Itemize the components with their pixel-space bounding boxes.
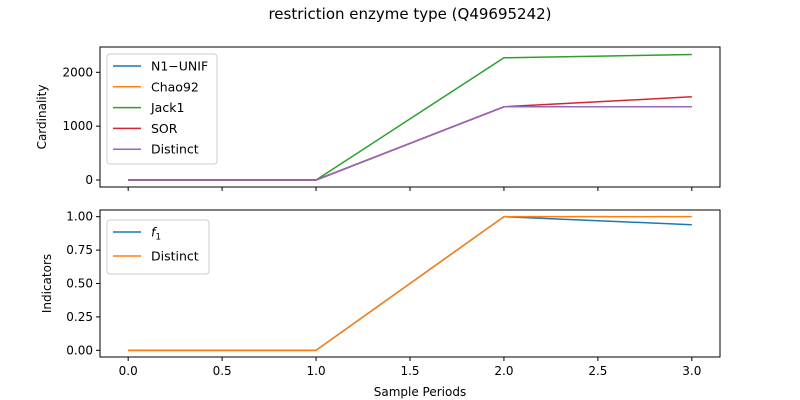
legend-label: N1−UNIF <box>151 59 208 74</box>
x-axis-label: Sample Periods <box>374 385 466 399</box>
x-tick-label: 3.0 <box>682 364 701 378</box>
series-line-distinct <box>128 106 692 181</box>
x-tick-label: 2.5 <box>588 364 607 378</box>
legend: f1 Distinct <box>106 219 210 275</box>
x-tick-label: 0.0 <box>119 364 138 378</box>
figure-title: restriction enzyme type (Q49695242) <box>268 5 551 23</box>
legend: N1−UNIF Chao92 Jack1 SOR Distinct <box>106 53 218 165</box>
y-tick-label: 0 <box>85 173 93 187</box>
y-tick-label: 1.00 <box>66 210 93 224</box>
y-axis-label: Indicators <box>40 254 54 313</box>
legend-box <box>106 53 218 165</box>
legend-label: Jack1 <box>150 100 184 115</box>
x-tick-label: 2.0 <box>494 364 513 378</box>
series-line-distinct <box>128 215 692 352</box>
bottom-chart-indicators: 0.0 0.5 1.0 1.5 2.0 2.5 3.0 0.00 0.25 0.50 0.75 1.0… <box>40 209 721 399</box>
x-tick-label: 1.5 <box>400 364 419 378</box>
legend-label: Chao92 <box>151 79 199 94</box>
y-tick-label: 0.75 <box>66 243 93 257</box>
legend-label: SOR <box>151 121 178 136</box>
legend-box <box>106 219 210 275</box>
y-tick-label: 0.00 <box>66 343 93 357</box>
y-tick-label: 2000 <box>62 65 93 79</box>
y-tick-label: 1000 <box>62 119 93 133</box>
x-tick-label: 0.5 <box>213 364 232 378</box>
x-tick-label: 1.0 <box>307 364 326 378</box>
legend-label: Distinct <box>151 249 199 264</box>
y-tick-label: 0.25 <box>66 310 93 324</box>
legend-label: Distinct <box>151 142 199 157</box>
y-tick-label: 0.50 <box>66 277 93 291</box>
top-chart-cardinality: 0 1000 2000 Cardinality N1−UNIF Chao92 Jack1 SO… <box>35 46 721 191</box>
legend-label: f1 <box>151 225 161 243</box>
y-axis-label: Cardinality <box>35 85 49 150</box>
